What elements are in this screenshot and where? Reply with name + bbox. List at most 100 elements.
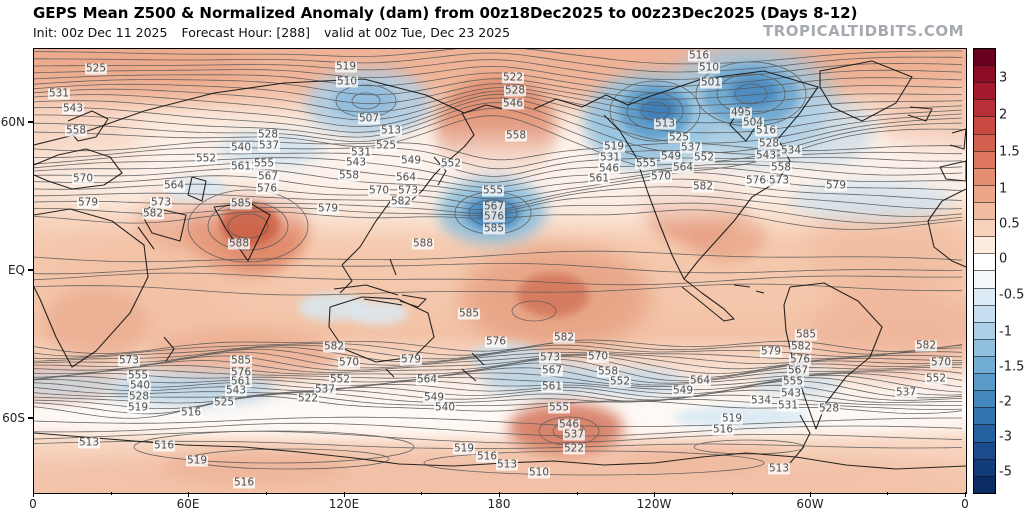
contour-line <box>34 115 963 172</box>
contour-label: 567 <box>540 364 564 377</box>
colorbar-cell <box>974 390 995 408</box>
coastline <box>187 176 207 202</box>
contour-line <box>34 93 963 134</box>
anomaly-blob <box>686 209 766 261</box>
contour-label: 585 <box>229 354 253 367</box>
contour-label: 525 <box>84 62 108 75</box>
lon-tick <box>421 492 423 495</box>
colorbar-cell <box>974 82 995 100</box>
contour-line <box>34 272 963 286</box>
contour-label: 525 <box>212 396 236 409</box>
contour-label: 555 <box>126 369 150 382</box>
colorbar-tick-label: -0.5 <box>999 287 1024 303</box>
contour-label: 552 <box>924 372 948 385</box>
lat-tick <box>28 121 33 123</box>
contour-label: 552 <box>692 151 716 164</box>
lon-tick-label: 180 <box>487 497 511 511</box>
contour-label: 552 <box>439 157 463 170</box>
contour-label: 519 <box>720 412 744 425</box>
contour-label: 549 <box>671 384 695 397</box>
contour-label: 582 <box>552 331 576 344</box>
contour-label: 564 <box>162 179 186 192</box>
contour-label: 525 <box>374 139 398 152</box>
anomaly-blob <box>517 273 589 317</box>
closed-contour <box>187 189 309 263</box>
colorbar-cell <box>974 475 995 493</box>
contour-label: 549 <box>399 154 423 167</box>
contour-label: 516 <box>754 124 778 137</box>
contour-label: 570 <box>929 356 953 369</box>
contour-line <box>34 83 962 107</box>
contour-label: 582 <box>789 340 813 353</box>
contour-label: 525 <box>667 131 691 144</box>
contour-label: 513 <box>495 458 519 471</box>
contour-label: 582 <box>141 207 165 220</box>
contour-label: 537 <box>257 139 281 152</box>
colorbar-cell <box>974 458 995 476</box>
contour-label: 558 <box>596 365 620 378</box>
contour-line <box>34 152 963 177</box>
contour-label: 579 <box>76 196 100 209</box>
colorbar-cell <box>974 201 995 220</box>
contour-label: 588 <box>411 237 435 250</box>
coastline <box>927 188 966 268</box>
contour-label: 537 <box>679 141 703 154</box>
contour-label: 510 <box>527 466 551 479</box>
contour-label: 522 <box>501 71 525 84</box>
lon-tick <box>965 492 966 497</box>
valid-time-text: valid at 00z Tue, Dec 23 2025 <box>324 25 511 40</box>
lon-tick <box>654 492 656 497</box>
contour-label: 543 <box>779 387 803 400</box>
contour-label: 582 <box>914 339 938 352</box>
lat-tick-label: 60N <box>0 115 25 129</box>
lon-tick <box>887 492 889 495</box>
contour-label: 546 <box>557 418 581 431</box>
lat-tick-label: 60S <box>2 411 25 425</box>
contour-line <box>34 97 963 144</box>
colorbar-cell <box>974 287 995 305</box>
coastline <box>333 284 399 296</box>
contour-label: 573 <box>117 354 141 367</box>
contour-label: 540 <box>229 141 253 154</box>
coastline <box>34 208 149 368</box>
contour-label: 567 <box>256 170 280 183</box>
anomaly-blob <box>480 364 604 394</box>
anomaly-blob <box>809 286 966 376</box>
colorbar-cell <box>974 219 995 237</box>
contour-label: 504 <box>741 116 765 129</box>
contour-line <box>34 102 963 154</box>
contour-label: 579 <box>399 353 423 366</box>
lon-tick-label: 0 <box>29 497 37 511</box>
contour-label: 495 <box>729 106 753 119</box>
contour-label: 561 <box>587 172 611 185</box>
coastline <box>819 60 913 122</box>
contour-label: 516 <box>179 406 203 419</box>
contour-label: 522 <box>562 442 586 455</box>
coastline <box>34 78 505 146</box>
contour-line <box>34 377 963 396</box>
contour-line <box>34 263 962 275</box>
colorbar-cell <box>974 253 995 271</box>
contour-line <box>34 59 963 80</box>
contour-label: 564 <box>688 374 712 387</box>
contour-line <box>34 146 962 170</box>
contour-line <box>34 87 963 115</box>
lon-tick-label: 120W <box>636 497 672 511</box>
colorbar-cell <box>974 49 995 66</box>
contour-label: 555 <box>781 375 805 388</box>
contour-label: 543 <box>344 156 368 169</box>
coastline <box>137 226 155 250</box>
coastline <box>461 112 475 148</box>
contour-label: 510 <box>697 61 721 74</box>
contour-label: 579 <box>316 202 340 215</box>
colorbar-cell <box>974 99 995 117</box>
coastline <box>533 70 819 280</box>
contour-label: 561 <box>229 160 253 173</box>
coastline <box>939 160 966 182</box>
coastline <box>328 296 435 363</box>
contour-line <box>34 49 962 65</box>
contour-line <box>34 391 962 409</box>
contour-label: 573 <box>396 184 420 197</box>
anomaly-blob <box>332 83 396 119</box>
